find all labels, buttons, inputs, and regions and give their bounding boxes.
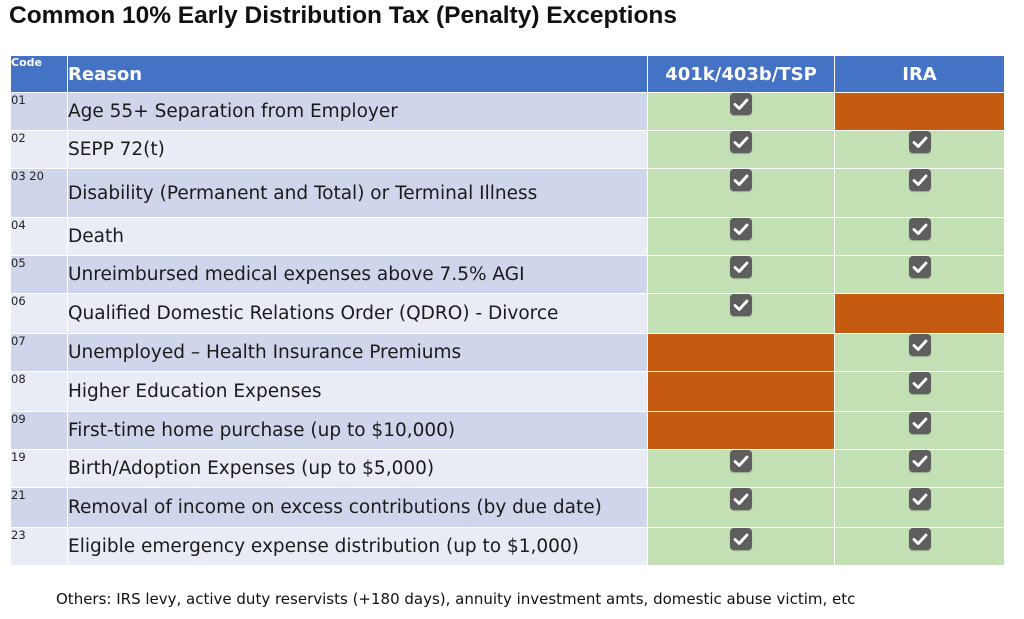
table-row: 23 Eligible emergency expense distributio… [10,527,1005,566]
cell-ira-not-applicable [834,92,1005,131]
cell-401k-applies [647,168,835,218]
checkmark-icon [908,412,931,434]
cell-code: 05 [10,255,68,294]
column-header-reason: Reason [67,55,648,93]
cell-401k-applies [647,527,835,566]
table-row: 07 Unemployed – Health Insurance Premiums [10,333,1005,372]
cell-401k-not-applicable [647,371,835,412]
checkmark-icon [730,488,752,510]
cell-code: 21 [10,487,68,528]
table-header-row: Code Reason 401k/403b/TSP IRA [10,55,1005,93]
checkmark-icon [908,256,931,278]
cell-401k-applies [647,449,835,488]
checkmark-icon [730,93,752,115]
checkmark-icon [908,218,931,240]
cell-401k-applies [647,293,835,334]
cell-reason: Qualified Domestic Relations Order (QDRO… [67,293,648,334]
page-title: Common 10% Early Distribution Tax (Penal… [9,2,677,29]
checkmark-icon [908,528,931,550]
table-row: 08 Higher Education Expenses [10,371,1005,412]
cell-ira-applies [834,168,1005,218]
cell-ira-applies [834,217,1005,256]
checkmark-icon [908,372,931,394]
checkmark-icon [730,256,752,278]
cell-reason: SEPP 72(t) [67,130,648,169]
cell-401k-not-applicable [647,411,835,450]
table-row: 03 20 Disability (Permanent and Total) or… [10,168,1005,218]
cell-reason: Disability (Permanent and Total) or Term… [67,168,648,218]
table-row: 05 Unreimbursed medical expenses above 7.… [10,255,1005,294]
cell-reason: Death [67,217,648,256]
cell-reason: Birth/Adoption Expenses (up to $5,000) [67,449,648,488]
cell-reason: Higher Education Expenses [67,371,648,412]
cell-reason: Removal of income on excess contribution… [67,487,648,528]
checkmark-icon [908,334,931,356]
cell-ira-applies [834,527,1005,566]
cell-reason: First-time home purchase (up to $10,000) [67,411,648,450]
checkmark-icon [730,294,752,316]
checkmark-icon [908,488,931,510]
column-header-401k: 401k/403b/TSP [647,55,835,93]
checkmark-icon [908,450,931,472]
table-body: 01 Age 55+ Separation from Employer 02 SEPP… [10,92,1005,566]
cell-code: 01 [10,92,68,131]
checkmark-icon [730,450,752,472]
table-row: 02 SEPP 72(t) [10,130,1005,169]
cell-code: 06 [10,293,68,334]
cell-code: 08 [10,371,68,412]
table-row: 21 Removal of income on excess contributi… [10,487,1005,528]
cell-401k-applies [647,217,835,256]
cell-ira-not-applicable [834,293,1005,334]
column-header-code: Code [10,55,68,93]
cell-reason: Unemployed – Health Insurance Premiums [67,333,648,372]
cell-ira-applies [834,449,1005,488]
cell-401k-not-applicable [647,333,835,372]
cell-ira-applies [834,411,1005,450]
checkmark-icon [730,169,752,191]
cell-ira-applies [834,487,1005,528]
checkmark-icon [730,131,752,153]
cell-ira-applies [834,333,1005,372]
cell-reason: Eligible emergency expense distribution … [67,527,648,566]
cell-reason: Age 55+ Separation from Employer [67,92,648,131]
table-row: 01 Age 55+ Separation from Employer [10,92,1005,131]
checkmark-icon [908,169,931,191]
cell-code: 23 [10,527,68,566]
cell-ira-applies [834,255,1005,294]
exceptions-table: Code Reason 401k/403b/TSP IRA 01 Age 55+ … [10,55,1005,566]
table-row: 19 Birth/Adoption Expenses (up to $5,000) [10,449,1005,488]
cell-code: 19 [10,449,68,488]
checkmark-icon [908,131,931,153]
cell-401k-applies [647,130,835,169]
table-row: 04 Death [10,217,1005,256]
cell-401k-applies [647,92,835,131]
footnote: Others: IRS levy, active duty reservists… [56,590,856,608]
column-header-ira: IRA [834,55,1005,93]
cell-ira-applies [834,371,1005,412]
cell-code: 04 [10,217,68,256]
cell-code: 09 [10,411,68,450]
cell-reason: Unreimbursed medical expenses above 7.5%… [67,255,648,294]
table-row: 09 First-time home purchase (up to $10,00… [10,411,1005,450]
cell-code: 02 [10,130,68,169]
cell-code: 03 20 [10,168,68,218]
cell-ira-applies [834,130,1005,169]
cell-code: 07 [10,333,68,372]
cell-401k-applies [647,255,835,294]
checkmark-icon [730,218,752,240]
table-row: 06 Qualified Domestic Relations Order (QD… [10,293,1005,334]
checkmark-icon [730,528,752,550]
cell-401k-applies [647,487,835,528]
